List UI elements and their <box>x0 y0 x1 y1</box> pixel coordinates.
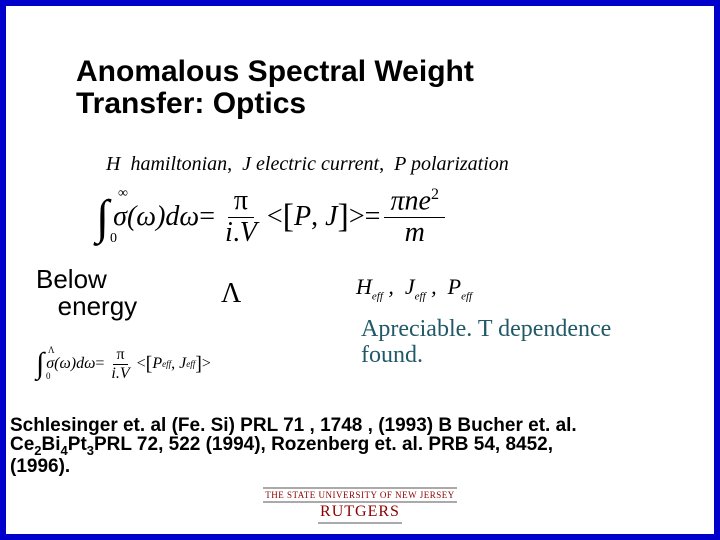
ref-pt: Pt <box>68 434 87 455</box>
s-P: P <box>152 355 162 373</box>
footer-line2: RUTGERS <box>318 503 402 524</box>
op-P: P <box>294 201 311 233</box>
eff-operators: Heff , Jeff , Peff <box>356 274 472 302</box>
small-lower: 0 <box>46 371 51 381</box>
def-H-label: hamiltonian <box>130 153 227 175</box>
s-J: J <box>179 355 186 373</box>
ref-rest: PRL 72, 522 (1994), Rozenberg et. al. PR… <box>94 434 553 455</box>
s-comma: , <box>171 355 175 373</box>
eff-comma-1: , <box>388 274 394 299</box>
def-sep-1: , <box>227 153 232 175</box>
references-block: Schlesinger et. al (Fe. Si) PRL 71 , 174… <box>10 416 710 476</box>
Peff-sub: eff <box>461 290 472 302</box>
appreciable-line1: Apreciable. T dependence <box>361 316 611 342</box>
Peff-P: P <box>448 274 461 299</box>
appreciable-text: Apreciable. T dependence found. <box>361 316 611 369</box>
integral-formula: ∫ ∞ 0 σ(ω)dω = π i.V < [ P, J ] > = πne2… <box>96 186 449 249</box>
small-integral-sign: ∫ Λ 0 <box>36 347 44 381</box>
ref-line1: Schlesinger et. al (Fe. Si) PRL 71 , 174… <box>10 415 577 436</box>
frac-num: πne2 <box>384 186 444 218</box>
den-v: V <box>240 217 257 248</box>
frac-pi-iV-den: i.V <box>219 218 263 249</box>
frac-pi-iV-num: π <box>228 186 254 218</box>
Heff-H: H <box>356 274 372 299</box>
Heff-sub: eff <box>372 290 383 302</box>
footer-block: THE STATE UNIVERSITY OF NEW JERSEY RUTGE… <box>6 485 714 524</box>
integral-upper: ∞ <box>118 186 128 202</box>
integral-sign: ∫ ∞ 0 <box>96 190 109 245</box>
den-i: i <box>225 217 233 248</box>
def-H-symbol: H <box>106 153 120 175</box>
eq-1: = <box>199 201 215 233</box>
num-pi: π <box>390 185 404 216</box>
small-upper: Λ <box>48 345 55 355</box>
gt-1: > <box>349 201 365 233</box>
s-omega: ω <box>59 355 70 372</box>
s-frac-num: π <box>113 346 127 365</box>
ref-bi: Bi <box>42 434 61 455</box>
differential: dω <box>165 201 199 232</box>
lt-1: < <box>267 201 283 233</box>
integral-lower: 0 <box>110 231 117 247</box>
s-frac: π i.V <box>108 346 132 382</box>
lambda-symbol: Λ <box>221 278 241 310</box>
below-line2: energy <box>58 291 138 321</box>
def-J-label: electric current <box>256 153 379 175</box>
s-sigma: σ <box>46 355 54 372</box>
slide-title: Anomalous Spectral Weight Transfer: Opti… <box>76 56 596 119</box>
footer-line1: THE STATE UNIVERSITY OF NEW JERSEY <box>263 487 457 503</box>
appreciable-line2: found. <box>361 342 423 368</box>
frac-pi-iV: π i.V <box>219 186 263 249</box>
integrand: σ(ω)dω <box>113 201 199 233</box>
s-gt: > <box>202 355 211 373</box>
small-integrand: σ(ω)dω <box>46 355 95 373</box>
s-d: dω <box>76 355 95 372</box>
ref-3: 3 <box>87 443 94 458</box>
s-eq: = <box>95 355 104 373</box>
s-frac-den: i.V <box>108 365 132 383</box>
below-line1: Below <box>36 264 107 294</box>
s-lt: < <box>137 355 146 373</box>
op-J: J <box>325 201 337 233</box>
ref-ce: Ce <box>10 434 34 455</box>
def-P-symbol: P <box>394 153 406 175</box>
s-Peff: eff <box>162 359 171 369</box>
frac-pine2-m: πne2 m <box>384 186 444 249</box>
ref-line3: (1996). <box>10 456 70 477</box>
Jeff-J: J <box>405 274 415 299</box>
sigma: σ <box>113 201 127 232</box>
num-e: e <box>419 185 431 216</box>
def-sep-2: , <box>379 153 384 175</box>
definitions-line: H hamiltonian, J electric current, P pol… <box>106 153 509 176</box>
op-comma: , <box>311 201 318 233</box>
Jeff-sub: eff <box>415 290 426 302</box>
below-energy-label: Below energy <box>36 266 137 321</box>
def-J-symbol: J <box>242 153 251 175</box>
def-P-label: polarization <box>411 153 509 175</box>
frac-den-m: m <box>399 218 431 249</box>
num-n: n <box>405 185 419 216</box>
small-integral-formula: ∫ Λ 0 σ(ω)dω = π i.V < [ Peff , Jeff ] > <box>36 346 211 382</box>
lbracket: [ <box>283 198 294 236</box>
omega: ω <box>136 201 156 232</box>
num-sq: 2 <box>431 186 439 203</box>
s-Jeff: eff <box>186 359 195 369</box>
eq-2: = <box>365 201 381 233</box>
rbracket: ] <box>338 198 349 236</box>
s-rb: ] <box>195 353 202 376</box>
slide-frame: Anomalous Spectral Weight Transfer: Opti… <box>0 0 720 540</box>
eff-comma-2: , <box>431 274 437 299</box>
